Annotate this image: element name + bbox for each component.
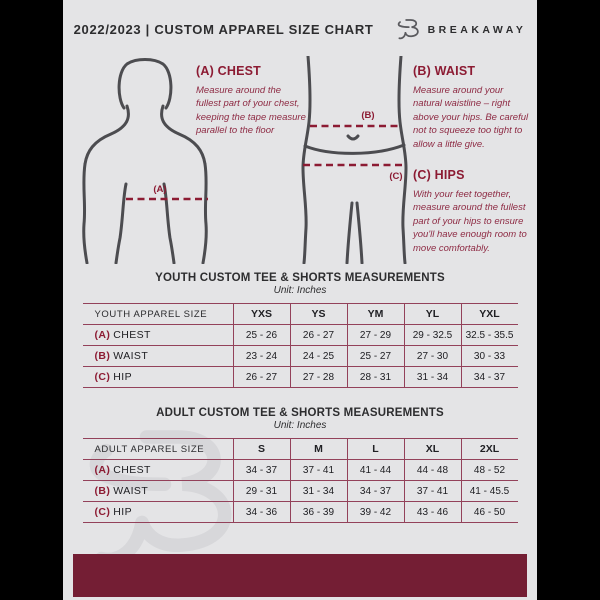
cell: 28 - 31 bbox=[346, 366, 404, 388]
column-header: 2XL bbox=[460, 438, 518, 460]
table-row: (C) HIP 34 - 36 36 - 39 39 - 42 43 - 46 4… bbox=[82, 501, 518, 523]
cell: 48 - 52 bbox=[460, 459, 518, 481]
table-row: (A) CHEST 34 - 37 37 - 41 41 - 44 44 - 48… bbox=[82, 459, 518, 481]
cell: 34 - 37 bbox=[346, 480, 404, 502]
cell: 34 - 36 bbox=[232, 501, 290, 523]
cell: 27 - 30 bbox=[403, 345, 461, 367]
cell: 41 - 45.5 bbox=[460, 480, 518, 502]
measurement-diagrams: (A) (B) (C) (A) CHEST Measure around the… bbox=[63, 56, 537, 268]
table-header-row: ADULT APPAREL SIZE S M L XL 2XL bbox=[82, 438, 518, 460]
column-header: S bbox=[232, 438, 290, 460]
column-header: YXS bbox=[232, 303, 290, 325]
page-header: 2022/2023 | CUSTOM APPAREL SIZE CHART BR… bbox=[63, 16, 537, 43]
cell: 36 - 39 bbox=[289, 501, 347, 523]
cell: 25 - 27 bbox=[346, 345, 404, 367]
row-measure: CHEST bbox=[113, 329, 151, 341]
table-row: (A) CHEST 25 - 26 26 - 27 27 - 29 29 - 32… bbox=[82, 324, 518, 346]
youth-table-title: YOUTH CUSTOM TEE & SHORTS MEASUREMENTS bbox=[155, 272, 445, 284]
hips-heading: (C) HIPS bbox=[413, 168, 465, 182]
chest-heading: (A) CHEST bbox=[196, 64, 261, 78]
row-label: (A) CHEST bbox=[82, 459, 233, 481]
cell: 37 - 41 bbox=[403, 480, 461, 502]
chest-line-tag: (A) bbox=[153, 184, 166, 195]
adult-table-title: ADULT CUSTOM TEE & SHORTS MEASUREMENTS bbox=[156, 407, 444, 419]
column-header: L bbox=[346, 438, 404, 460]
cell: 32.5 - 35.5 bbox=[460, 324, 518, 346]
table-row: (C) HIP 26 - 27 27 - 28 28 - 31 31 - 34 3… bbox=[82, 366, 518, 388]
row-label: (B) WAIST bbox=[82, 345, 233, 367]
column-header: M bbox=[289, 438, 347, 460]
row-key: (C) bbox=[94, 371, 111, 383]
column-header: ADULT APPAREL SIZE bbox=[82, 438, 233, 460]
cell: 41 - 44 bbox=[346, 459, 404, 481]
row-label: (C) HIP bbox=[82, 501, 233, 523]
row-key: (A) bbox=[94, 329, 111, 341]
cell: 25 - 26 bbox=[232, 324, 290, 346]
row-measure: HIP bbox=[113, 506, 132, 518]
footer-bar bbox=[73, 554, 527, 597]
cell: 46 - 50 bbox=[460, 501, 518, 523]
table-row: (B) WAIST 29 - 31 31 - 34 34 - 37 37 - 41… bbox=[82, 480, 518, 502]
column-header: YM bbox=[346, 303, 404, 325]
adult-size-table: ADULT APPAREL SIZE S M L XL 2XL (A) CHEST… bbox=[82, 438, 518, 523]
cell: 34 - 37 bbox=[232, 459, 290, 481]
column-header: YS bbox=[289, 303, 347, 325]
row-label: (B) WAIST bbox=[82, 480, 233, 502]
chest-text: Measure around the fullest part of your … bbox=[196, 85, 306, 137]
youth-size-table: YOUTH APPAREL SIZE YXS YS YM YL YXL (A) C… bbox=[82, 303, 518, 388]
cell: 23 - 24 bbox=[232, 345, 290, 367]
adult-section: ADULT CUSTOM TEE & SHORTS MEASUREMENTS U… bbox=[63, 407, 537, 523]
breakaway-logo-icon bbox=[397, 19, 419, 40]
column-header: YOUTH APPAREL SIZE bbox=[82, 303, 233, 325]
waist-line-tag: (B) bbox=[361, 110, 374, 121]
size-chart-page: 2022/2023 | CUSTOM APPAREL SIZE CHART BR… bbox=[63, 0, 537, 600]
row-label: (C) HIP bbox=[82, 366, 233, 388]
lower-body-diagram: (B) (C) bbox=[301, 56, 408, 264]
cell: 37 - 41 bbox=[289, 459, 347, 481]
row-key: (A) bbox=[94, 464, 111, 476]
row-measure: WAIST bbox=[113, 485, 149, 497]
row-key: (B) bbox=[94, 350, 111, 362]
cell: 44 - 48 bbox=[403, 459, 461, 481]
hips-text: With your feet together, measure around … bbox=[413, 189, 527, 254]
cell: 26 - 27 bbox=[289, 324, 347, 346]
cell: 43 - 46 bbox=[403, 501, 461, 523]
waist-heading: (B) WAIST bbox=[413, 64, 476, 78]
cell: 34 - 37 bbox=[460, 366, 518, 388]
hips-instructions: (C) HIPS With your feet together, measur… bbox=[413, 168, 535, 255]
table-row: (B) WAIST 23 - 24 24 - 25 25 - 27 27 - 30… bbox=[82, 345, 518, 367]
youth-section: YOUTH CUSTOM TEE & SHORTS MEASUREMENTS U… bbox=[63, 272, 537, 388]
cell: 27 - 28 bbox=[289, 366, 347, 388]
upper-body-diagram: (A) bbox=[82, 58, 208, 264]
table-header-row: YOUTH APPAREL SIZE YXS YS YM YL YXL bbox=[82, 303, 518, 325]
waist-instructions: (B) WAIST Measure around your natural wa… bbox=[413, 64, 531, 151]
row-key: (B) bbox=[94, 485, 111, 497]
brand-lockup: BREAKAWAY bbox=[396, 16, 527, 43]
row-measure: CHEST bbox=[113, 464, 151, 476]
cell: 30 - 33 bbox=[460, 345, 518, 367]
row-measure: HIP bbox=[113, 371, 132, 383]
row-measure: WAIST bbox=[113, 350, 149, 362]
cell: 39 - 42 bbox=[346, 501, 404, 523]
column-header: YL bbox=[403, 303, 461, 325]
chest-instructions: (A) CHEST Measure around the fullest par… bbox=[196, 64, 308, 138]
waist-text: Measure around your natural waistline – … bbox=[413, 85, 529, 150]
cell: 24 - 25 bbox=[289, 345, 347, 367]
cell: 31 - 34 bbox=[403, 366, 461, 388]
cell: 26 - 27 bbox=[232, 366, 290, 388]
column-header: XL bbox=[403, 438, 461, 460]
column-header: YXL bbox=[460, 303, 518, 325]
cell: 27 - 29 bbox=[346, 324, 404, 346]
row-label: (A) CHEST bbox=[82, 324, 233, 346]
youth-table-unit: Unit: Inches bbox=[273, 285, 327, 296]
hips-line-tag: (C) bbox=[389, 171, 402, 182]
adult-table-unit: Unit: Inches bbox=[273, 420, 327, 431]
cell: 29 - 32.5 bbox=[403, 324, 461, 346]
page-title: 2022/2023 | CUSTOM APPAREL SIZE CHART bbox=[73, 22, 374, 37]
brand-name: BREAKAWAY bbox=[427, 23, 527, 36]
cell: 29 - 31 bbox=[232, 480, 290, 502]
cell: 31 - 34 bbox=[289, 480, 347, 502]
row-key: (C) bbox=[94, 506, 111, 518]
